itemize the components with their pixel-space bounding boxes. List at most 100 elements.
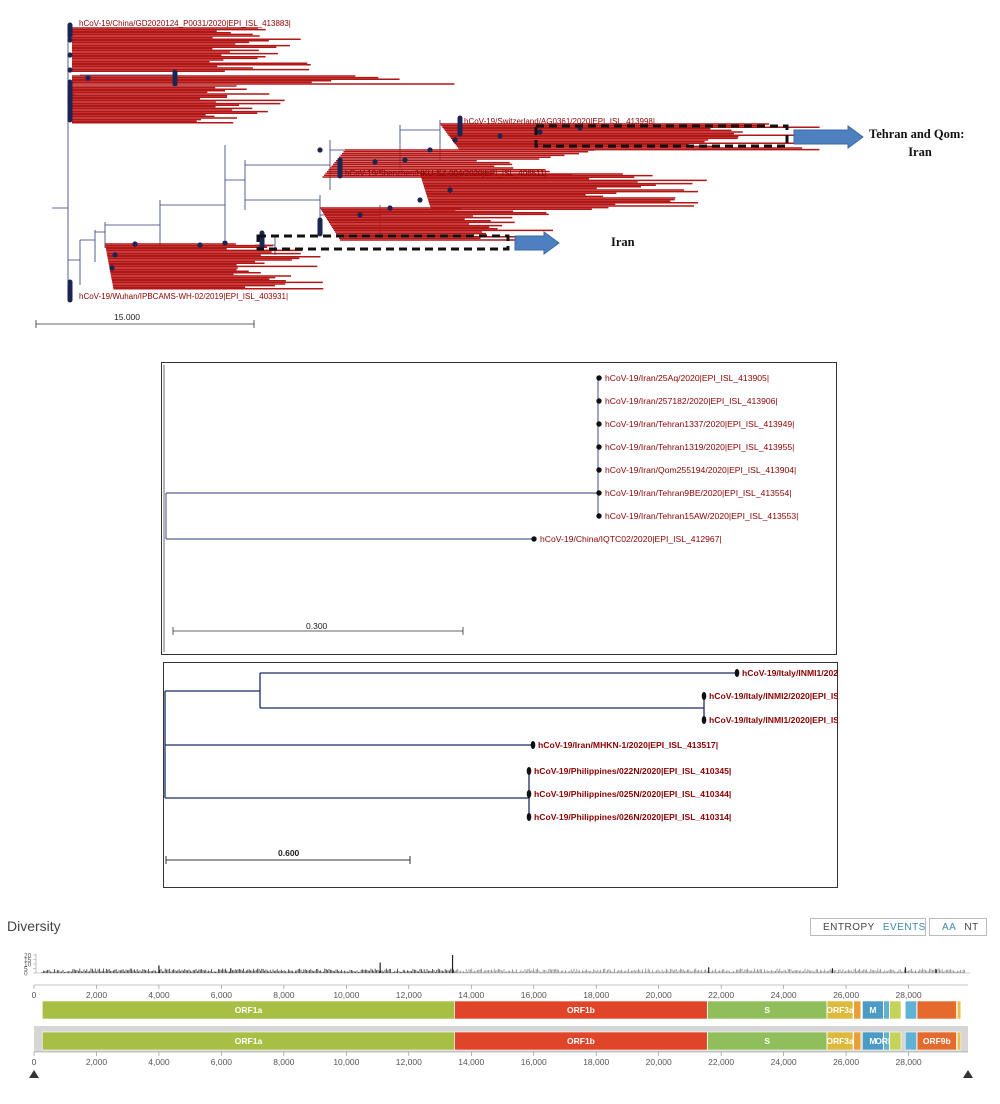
- axis-tick-label: 12,000: [396, 1057, 422, 1067]
- y-tick-label: 10: [24, 962, 32, 969]
- gene-block[interactable]: [862, 1000, 884, 1020]
- entropy-bars: [41, 954, 965, 973]
- tip-label: hCoV-19/Philippines/025N/2020|EPI_ISL_41…: [534, 789, 731, 799]
- axis-tick-label: 26,000: [833, 1057, 859, 1067]
- aa-toggle[interactable]: AA: [942, 921, 957, 933]
- axis-tick-label: 24,000: [771, 990, 797, 1000]
- gene-block[interactable]: [853, 1000, 862, 1020]
- iran-subtree-panel: hCoV-19/Iran/25Aq/2020|EPI_ISL_413905| hC…: [161, 362, 837, 655]
- scale-bar: 15.000: [35, 312, 255, 328]
- gene-block[interactable]: [956, 1000, 962, 1020]
- gene-block[interactable]: [889, 1031, 902, 1051]
- axis-tick-label: 28,000: [896, 990, 922, 1000]
- zoom-handle-right-icon[interactable]: [963, 1070, 973, 1078]
- axis-tick-label: 4,000: [148, 1057, 170, 1067]
- tip-label: hCoV-19/Iran/Tehran15AW/2020|EPI_ISL_413…: [605, 511, 798, 521]
- axis-tick-label: 18,000: [583, 990, 609, 1000]
- tree-branches: [165, 377, 602, 540]
- gene-block[interactable]: [883, 1000, 890, 1020]
- node-marker: [197, 242, 203, 248]
- node-marker: [109, 265, 115, 271]
- bottom-axis: 0 2,000 4,000 6,000 8,000 10,000 12,000 14,000 1…: [32, 1051, 968, 1067]
- gene-label: S: [764, 1005, 770, 1015]
- axis-tick-label: 2,000: [86, 990, 108, 1000]
- axis-tick-label: 12,000: [396, 990, 422, 1000]
- scale-bar-label: 0.600: [278, 848, 300, 858]
- y-tick-label: 5: [24, 966, 28, 973]
- gene-label: M: [869, 1005, 876, 1015]
- node-marker: [67, 67, 73, 73]
- axis-tick-label: 28,000: [896, 1057, 922, 1067]
- axis-tick-label: 0: [32, 1057, 37, 1067]
- gene-map-top: ORF1a ORF1b S ORF3a M: [42, 1000, 962, 1020]
- scale-bar-label: 15.000: [114, 312, 140, 322]
- gene-block[interactable]: [904, 1000, 917, 1020]
- node-marker: [387, 205, 393, 211]
- tip-label: hCoV-19/Philippines/022N/2020|EPI_ISL_41…: [534, 766, 731, 776]
- tip-node: [531, 536, 537, 542]
- scale-bar: 0.300: [172, 621, 464, 635]
- top-tip-label: hCoV-19/China/GD2020124_P0031/2020|EPI_I…: [79, 19, 291, 28]
- axis-tick-label: 0: [32, 990, 37, 1000]
- tip-label: hCoV-19/Philippines/026N/2020|EPI_ISL_41…: [534, 812, 731, 822]
- gene-block[interactable]: [889, 1000, 902, 1020]
- axis-tick-label: 20,000: [646, 1057, 672, 1067]
- tip-node: [701, 692, 707, 700]
- gene-label: ORF3a: [826, 1005, 854, 1015]
- tip-label: hCoV-19/Iran/Qom255194/2020|EPI_ISL_4139…: [605, 465, 796, 475]
- tip-label: hCoV-19/Iran/Tehran1319/2020|EPI_ISL_413…: [605, 442, 794, 452]
- gene-label: M: [869, 1036, 876, 1046]
- node-marker: [132, 241, 138, 247]
- tip-label: hCoV-19/China/IQTC02/2020|EPI_ISL_412967…: [540, 534, 722, 544]
- zoom-handle-left-icon[interactable]: [29, 1070, 39, 1078]
- axis-tick-label: 22,000: [708, 990, 734, 1000]
- tip-label: hCoV-19/Iran/MHKN-1/2020|EPI_ISL_413517|: [538, 740, 718, 750]
- italy-philippines-tips: hCoV-19/Italy/INMI1/2020 hCoV-19/Italy/IN…: [526, 668, 838, 822]
- top-axis: 0 2,000 4,000 6,000 8,000 10,000 12,000 14,000 1…: [32, 984, 968, 1000]
- tip-node: [530, 741, 536, 749]
- tehran-qom-annotation-country: Iran: [908, 145, 932, 159]
- events-toggle[interactable]: EVENTS: [882, 921, 926, 933]
- gene-label: S: [764, 1036, 770, 1046]
- tip-node: [526, 790, 532, 798]
- gene-label: ORF1a: [235, 1005, 263, 1015]
- iran-tips: hCoV-19/Iran/25Aq/2020|EPI_ISL_413905| hC…: [531, 373, 798, 544]
- gene-block[interactable]: [904, 1031, 917, 1051]
- axis-tick-label: 10,000: [333, 990, 359, 1000]
- gene-block[interactable]: [826, 1000, 854, 1020]
- node-marker: [112, 252, 118, 258]
- node-marker: [372, 159, 378, 165]
- gene-block[interactable]: [916, 1031, 957, 1051]
- gene-block[interactable]: [853, 1031, 862, 1051]
- gene-label: ORF9b: [923, 1036, 951, 1046]
- node-marker: [537, 129, 543, 135]
- node-marker: [67, 52, 73, 58]
- gene-block[interactable]: [956, 1031, 962, 1051]
- tip-node: [596, 421, 602, 427]
- entropy-toggle[interactable]: ENTROPY: [823, 921, 875, 933]
- nt-toggle[interactable]: NT: [964, 921, 979, 933]
- switzerland-tip-label: hCoV-19/Switzerland/AG0361/2020|EPI_ISL_…: [464, 117, 655, 126]
- iran-annotation: Iran: [611, 235, 635, 249]
- axis-tick-label: 22,000: [708, 1057, 734, 1067]
- tip-label: hCoV-19/Iran/Tehran1337/2020|EPI_ISL_413…: [605, 419, 794, 429]
- tip-node: [596, 444, 602, 450]
- tip-label: hCoV-19/Iran/25Aq/2020|EPI_ISL_413905|: [605, 373, 769, 383]
- node-marker: [357, 212, 363, 218]
- axis-tick-label: 16,000: [521, 1057, 547, 1067]
- tip-node: [526, 767, 532, 775]
- tip-label: hCoV-19/Iran/257182/2020|EPI_ISL_413906|: [605, 396, 778, 406]
- gene-block[interactable]: [916, 1000, 957, 1020]
- gene-block[interactable]: [862, 1031, 884, 1051]
- tehran-qom-annotation: Tehran and Qom:: [869, 127, 964, 141]
- tip-node: [701, 716, 707, 724]
- tip-node: [596, 467, 602, 473]
- phylogeny-overview: hCoV-19/China/GD2020124_P0031/2020|EPI_I…: [35, 19, 964, 328]
- gene-block[interactable]: [826, 1031, 854, 1051]
- axis-tick-label: 8,000: [273, 1057, 295, 1067]
- tip-label: hCoV-19/Italy/INMI2/2020|EPI_ISL_: [709, 691, 838, 701]
- scale-bar-label: 0.300: [306, 621, 328, 631]
